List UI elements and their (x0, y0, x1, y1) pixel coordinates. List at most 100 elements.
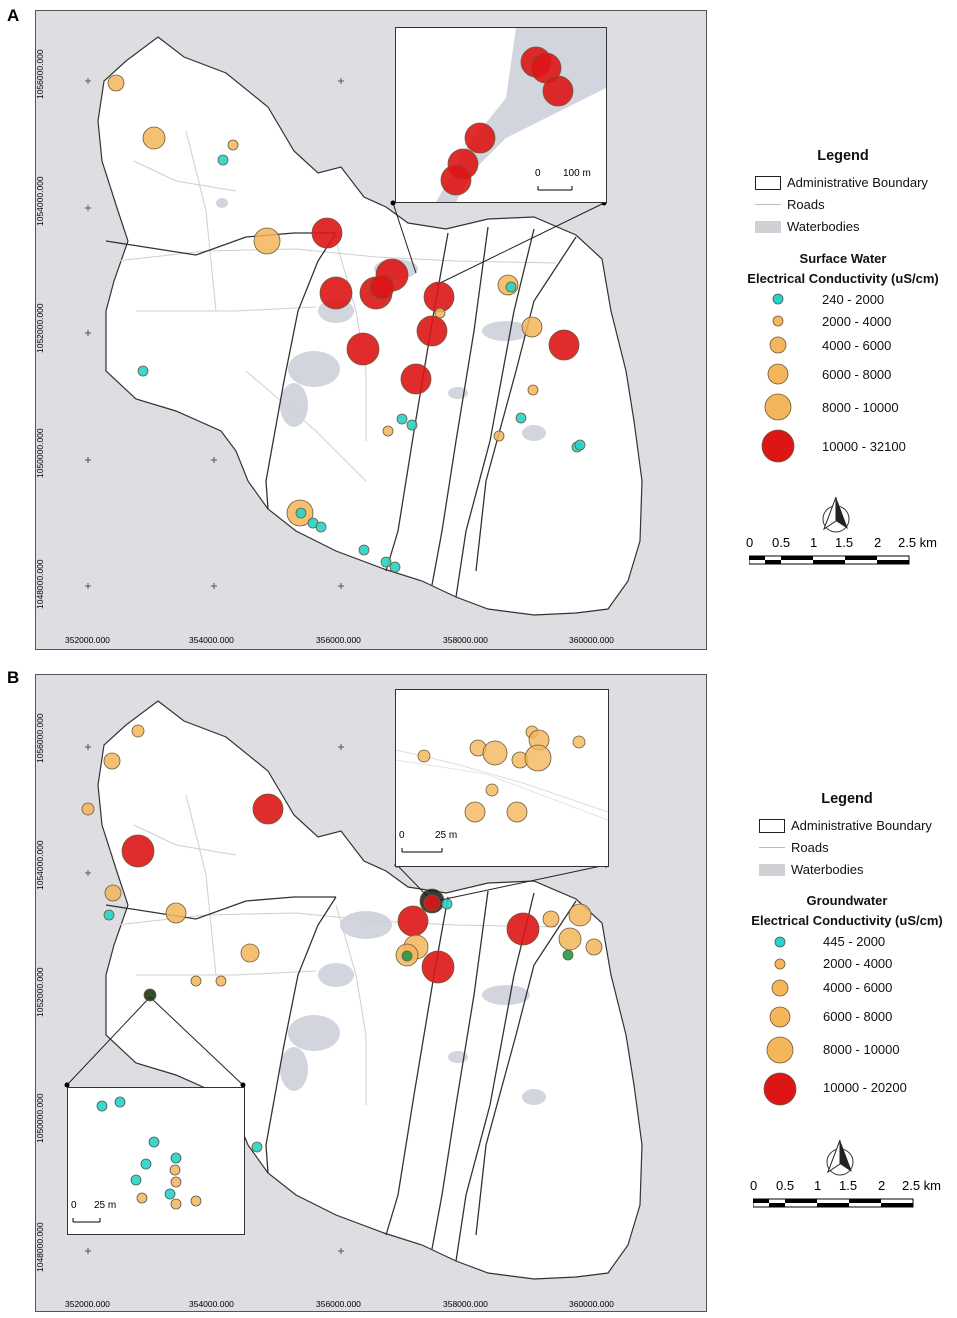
legend-class-6: 10000 - 32100 (822, 439, 906, 454)
legend-layer-subtitle: Electrical Conductivity (uS/cm) (747, 271, 939, 286)
sample-point (121, 834, 155, 868)
inset-points-b (417, 725, 586, 823)
legend-layer-title: Groundwater (806, 893, 888, 908)
sample-point (114, 1096, 126, 1108)
legend-layer-title: Surface Water (799, 251, 887, 266)
sample-point (562, 949, 574, 961)
legend-symbol (764, 393, 792, 421)
sample-point (506, 801, 528, 823)
sample-point (103, 909, 115, 921)
sample-points-b (81, 724, 603, 1153)
y-tick-label: 1048000.000 (35, 1222, 45, 1272)
inset-scale-zero-b: 0 (399, 830, 405, 841)
legend-boundary-label: Administrative Boundary (787, 175, 928, 190)
sample-point (215, 975, 227, 987)
sample-point (493, 430, 505, 442)
inset2-scale-dist-b: 25 m (94, 1200, 117, 1211)
sample-point (542, 910, 560, 928)
legend-class-3: 4000 - 6000 (822, 338, 892, 353)
sample-point (319, 276, 353, 310)
sample-point (165, 902, 187, 924)
sample-point (295, 507, 307, 519)
sample-point (401, 950, 413, 962)
sample-point (130, 1174, 142, 1186)
sample-point (485, 783, 499, 797)
legend-layer-subtitle: Electrical Conductivity (uS/cm) (751, 913, 943, 928)
sample-point (406, 419, 418, 431)
sample-point (464, 122, 496, 154)
legend-class-1: 445 - 2000 (823, 934, 886, 949)
inset-scale-zero-a: 0 (535, 168, 541, 179)
sample-point (524, 744, 552, 772)
sample-point (131, 724, 145, 738)
sample-point (104, 884, 122, 902)
sample-point (389, 561, 401, 573)
sample-point (440, 164, 472, 196)
legend-title: Legend (821, 791, 873, 807)
map-canvas-b[interactable] (36, 675, 706, 1311)
scale-label: 2 (874, 535, 882, 550)
sample-point (251, 1141, 263, 1153)
sample-point (574, 439, 586, 451)
scale-label: 0.5 (772, 535, 791, 550)
sample-point (421, 950, 455, 984)
sample-point (227, 139, 239, 151)
sample-point (417, 749, 431, 763)
legend-roads-label: Roads (791, 840, 829, 855)
inset-scale-dist-b: 25 m (435, 830, 458, 841)
inset2-scalebar-b (72, 1218, 101, 1223)
panel-label-b: B (7, 668, 20, 687)
roads-b (115, 794, 557, 1105)
sample-point (548, 329, 580, 361)
sample-point (423, 894, 441, 912)
x-tick-label: 352000.000 (65, 635, 110, 645)
island-outline-b (97, 700, 643, 1280)
scale-bar-a: 0 0.5 1 1.5 2 2.5 km (740, 535, 955, 571)
scale-label: 0 (750, 1178, 758, 1193)
map-canvas-a[interactable] (36, 11, 706, 649)
sample-point (252, 793, 284, 825)
legend-class-4: 6000 - 8000 (822, 367, 892, 382)
y-tick-label: 1050000.000 (35, 428, 45, 478)
sample-point (400, 363, 432, 395)
sample-point (506, 912, 540, 946)
sample-point (441, 898, 453, 910)
sample-point (585, 938, 603, 956)
sample-point (142, 126, 166, 150)
sample-point (217, 154, 229, 166)
y-tick-label: 1054000.000 (35, 840, 45, 890)
roads-swatch (759, 847, 785, 848)
inset-connectors-b (66, 864, 607, 1086)
x-tick-label: 356000.000 (316, 1299, 361, 1309)
sample-point (542, 75, 574, 107)
x-tick-label: 358000.000 (443, 635, 488, 645)
x-tick-label: 360000.000 (569, 635, 614, 645)
map-panel-b[interactable]: 0 25 m 0 (35, 674, 707, 1312)
sample-point (148, 1136, 160, 1148)
legend-symbols-b (763, 936, 797, 1106)
sample-point (170, 1152, 182, 1164)
sample-point (190, 1195, 202, 1207)
panel-label-a: A (7, 6, 20, 25)
sample-point (240, 943, 260, 963)
sample-point (558, 927, 582, 951)
map-panel-a[interactable]: 0 100 m 1056000.000 1054000.000 1052000.… (35, 10, 707, 650)
sample-point (416, 315, 448, 347)
x-tick-label: 352000.000 (65, 1299, 110, 1309)
sample-point (515, 412, 527, 424)
inset-points-a (440, 46, 574, 196)
inset-map-b-bottom: 0 25 m (67, 1087, 245, 1235)
sample-point (423, 281, 455, 313)
scale-bar-b: 0 0.5 1 1.5 2 2.5 km (744, 1178, 957, 1214)
legend-class-6: 10000 - 20200 (823, 1080, 907, 1095)
roads-a (115, 130, 557, 482)
x-tick-label: 360000.000 (569, 1299, 614, 1309)
x-tick-label: 354000.000 (189, 635, 234, 645)
legend-class-5: 8000 - 10000 (823, 1042, 900, 1057)
sample-point (527, 384, 539, 396)
legend-symbol (763, 1072, 797, 1106)
legend-roads-label: Roads (787, 197, 825, 212)
sample-point (136, 1192, 148, 1204)
legend-class-1: 240 - 2000 (822, 292, 885, 307)
sample-point (521, 316, 543, 338)
